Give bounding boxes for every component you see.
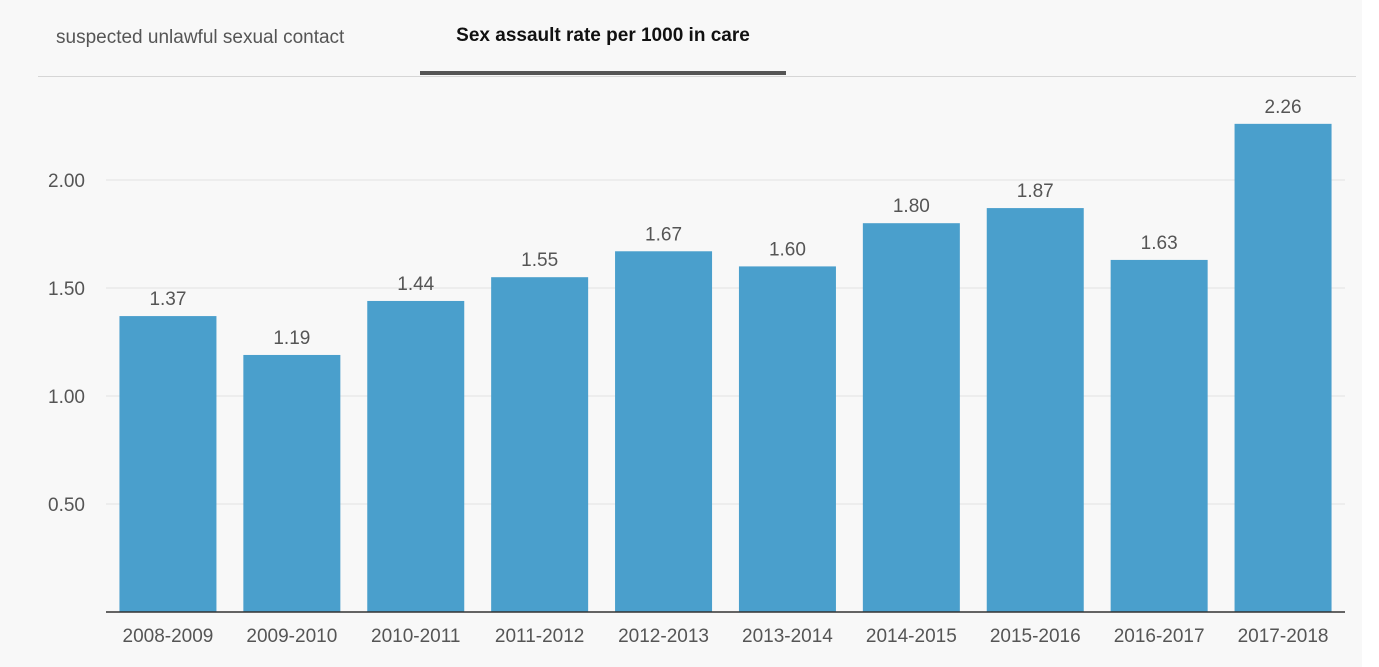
bar-value-label: 1.80 xyxy=(893,196,930,217)
bar-value-label: 1.63 xyxy=(1141,233,1178,254)
y-tick-label: 1.50 xyxy=(48,279,85,300)
bar[interactable] xyxy=(119,316,217,612)
bar-value-label: 1.37 xyxy=(149,289,186,310)
y-axis-ticks: 0.50 1.00 1.50 2.00 xyxy=(48,171,85,516)
bars xyxy=(119,123,1332,612)
x-tick-label: 2010-2011 xyxy=(371,626,460,647)
x-tick-label: 2013-2014 xyxy=(742,626,833,647)
bar[interactable] xyxy=(738,266,836,612)
bar[interactable] xyxy=(491,277,589,612)
tab-suspected-unlawful-sexual-contact[interactable]: suspected unlawful sexual contact xyxy=(56,26,345,48)
x-tick-label: 2015-2016 xyxy=(990,626,1081,647)
x-tick-label: 2008-2009 xyxy=(123,626,214,647)
x-tick-label: 2017-2018 xyxy=(1238,626,1329,647)
x-tick-label: 2016-2017 xyxy=(1114,626,1205,647)
bar[interactable] xyxy=(1234,123,1332,612)
value-labels: 1.37 1.19 1.44 1.55 1.67 1.60 1.80 1.87 1.63 2.26 xyxy=(149,97,1301,349)
x-tick-label: 2011-2012 xyxy=(495,626,584,647)
bar-value-label: 1.55 xyxy=(521,250,558,271)
bar[interactable] xyxy=(615,251,713,612)
y-tick-label: 1.00 xyxy=(48,387,85,408)
bar[interactable] xyxy=(862,223,960,612)
chart-tab-bar: suspected unlawful sexual contact Sex as… xyxy=(38,0,1356,77)
bar-value-label: 2.26 xyxy=(1265,97,1302,118)
bar-value-label: 1.87 xyxy=(1017,181,1054,202)
bar[interactable] xyxy=(367,300,465,612)
bar-value-label: 1.67 xyxy=(645,224,682,245)
x-axis-ticks: 2008-2009 2009-2010 2010-2011 2011-2012 2012… xyxy=(123,626,1329,647)
bar-value-label: 1.44 xyxy=(397,274,434,295)
bar-value-label: 1.19 xyxy=(273,328,310,349)
bar[interactable] xyxy=(1110,259,1208,612)
bar[interactable] xyxy=(986,208,1084,612)
x-tick-label: 2014-2015 xyxy=(866,626,957,647)
bar[interactable] xyxy=(243,354,341,612)
bar-value-label: 1.60 xyxy=(769,239,806,260)
y-tick-label: 0.50 xyxy=(48,495,85,516)
x-tick-label: 2009-2010 xyxy=(246,626,337,647)
x-tick-label: 2012-2013 xyxy=(618,626,709,647)
tab-sex-assault-rate[interactable]: Sex assault rate per 1000 in care xyxy=(420,0,786,75)
y-tick-label: 2.00 xyxy=(48,171,85,192)
